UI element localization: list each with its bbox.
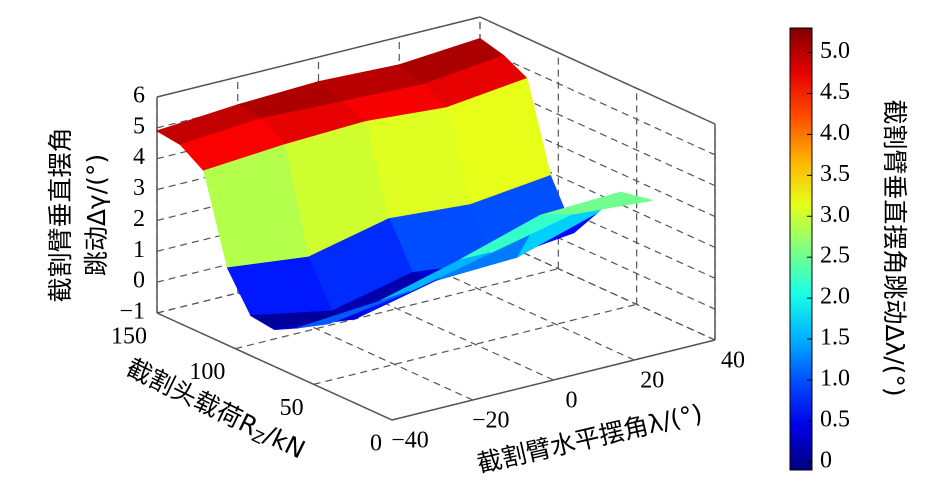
x-tick-label: 40: [721, 348, 745, 374]
z-tick-label: 3: [133, 175, 145, 201]
colorbar-label: 截割臂垂直摆角跳动Δλ/(°): [880, 99, 909, 396]
z-tick-label: 6: [133, 83, 145, 109]
z-tick-label: −1: [119, 299, 145, 325]
z-axis-label: 跳动Δγ/(°): [82, 154, 111, 276]
x-tick-label: −20: [472, 408, 510, 434]
colorbar-tick-label: 4.5: [820, 79, 850, 105]
y-tick-label: 50: [280, 395, 304, 421]
z-tick-label: 1: [133, 237, 145, 263]
y-tick-label: 0: [370, 431, 382, 457]
axis-line: [156, 312, 393, 421]
colorbar-tick-label: 0: [820, 447, 832, 473]
axis-line: [391, 339, 716, 421]
z-tick-label: 0: [133, 268, 145, 294]
colorbar-tick-label: 1.0: [820, 365, 850, 391]
colorbar-tick-label: 2.0: [820, 284, 850, 310]
y-tick-label: 100: [189, 359, 225, 385]
axis-line: [156, 16, 481, 98]
label-part: /kN: [260, 420, 310, 464]
colorbar-tick-label: 0.5: [820, 406, 850, 432]
grid-line: [235, 268, 559, 350]
colorbar-tick-label: 2.5: [820, 243, 850, 269]
y-tick-label: 150: [111, 324, 147, 350]
x-tick-label: 0: [566, 388, 578, 414]
surface: [155, 38, 653, 330]
z-axis-label: 截割臂垂直摆角: [46, 127, 75, 302]
z-tick-label: 2: [133, 206, 145, 232]
axis-line: [479, 16, 716, 125]
colorbar-tick-label: 4.0: [820, 120, 850, 146]
surface-patch: [297, 290, 411, 329]
colorbar-tick-label: 5.0: [820, 38, 850, 64]
colorbar-tick-label: 1.5: [820, 325, 850, 351]
grid-line: [313, 303, 637, 385]
z-tick-label: 5: [133, 113, 145, 139]
colorbar-tick-label: 3.5: [820, 161, 850, 187]
x-tick-label: −40: [391, 428, 429, 454]
colorbar: [789, 27, 813, 471]
z-tick-label: 4: [133, 144, 145, 170]
colorbar-tick-label: 3.0: [820, 202, 850, 228]
x-tick-label: 20: [640, 368, 664, 394]
